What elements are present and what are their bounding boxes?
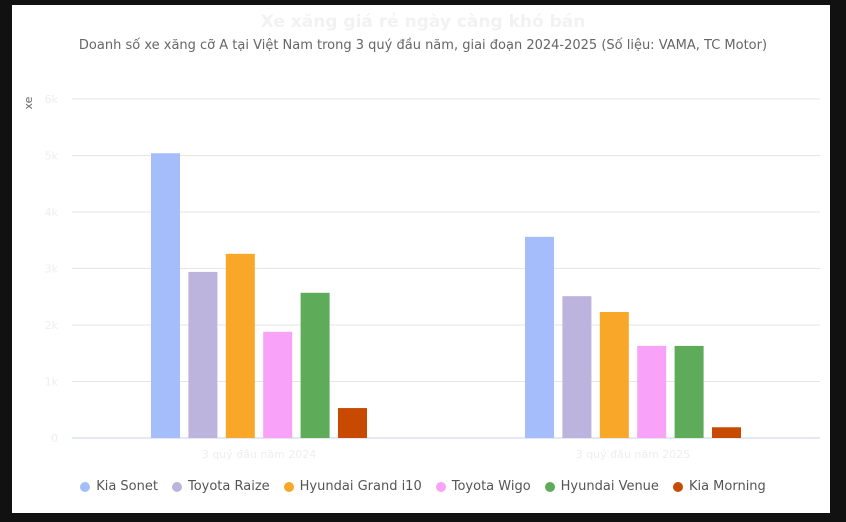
legend-item[interactable]: Kia Morning — [672, 479, 766, 494]
bar[interactable] — [338, 408, 367, 438]
x-tick-label: 3 quý đầu năm 2024 — [202, 448, 317, 461]
chart-subtitle: Doanh số xe xăng cỡ A tại Việt Nam trong… — [78, 38, 768, 53]
legend: Kia Sonet Toyota Raize Hyundai Grand i10 To… — [0, 479, 846, 494]
legend-label: Hyundai Grand i10 — [299, 479, 422, 494]
legend-item[interactable]: Toyota Raize — [171, 479, 270, 494]
legend-label: Kia Sonet — [96, 479, 158, 494]
y-tick-label: 1k — [45, 376, 59, 389]
legend-marker-icon — [171, 481, 182, 492]
legend-item[interactable]: Toyota Wigo — [435, 479, 531, 494]
y-axis-label: xe — [22, 96, 35, 109]
chart-title: Xe xăng giá rẻ ngày càng khó bán — [260, 12, 586, 32]
legend-item[interactable]: Hyundai Grand i10 — [283, 479, 422, 494]
y-tick-label: 4k — [45, 206, 59, 219]
legend-marker-icon — [672, 481, 683, 492]
bar[interactable] — [562, 296, 592, 438]
legend-item[interactable]: Kia Sonet — [80, 479, 158, 494]
x-tick-label: 3 quý đầu năm 2025 — [576, 448, 691, 461]
y-tick-label: 6k — [45, 93, 59, 106]
legend-item[interactable]: Hyundai Venue — [544, 479, 659, 494]
legend-label: Kia Morning — [688, 479, 766, 494]
bar[interactable] — [674, 345, 704, 438]
bar[interactable] — [151, 153, 180, 439]
legend-marker-icon — [283, 481, 294, 492]
bar[interactable] — [525, 236, 554, 438]
y-tick-label: 5k — [45, 150, 59, 163]
bar[interactable] — [599, 312, 629, 438]
bar[interactable] — [188, 271, 218, 438]
legend-marker-icon — [435, 481, 446, 492]
legend-label: Hyundai Venue — [560, 479, 659, 494]
y-tick-label: 3k — [45, 263, 59, 276]
legend-marker-icon — [80, 481, 91, 492]
bar[interactable] — [637, 345, 667, 438]
bar[interactable] — [300, 292, 330, 438]
legend-marker-icon — [544, 481, 555, 492]
y-tick-label: 2k — [45, 319, 59, 332]
legend-label: Toyota Raize — [187, 479, 270, 494]
bar[interactable] — [712, 427, 741, 438]
bar[interactable] — [263, 331, 293, 438]
legend-label: Toyota Wigo — [451, 479, 531, 494]
bar[interactable] — [225, 253, 255, 438]
y-tick-label: 0 — [51, 432, 58, 445]
